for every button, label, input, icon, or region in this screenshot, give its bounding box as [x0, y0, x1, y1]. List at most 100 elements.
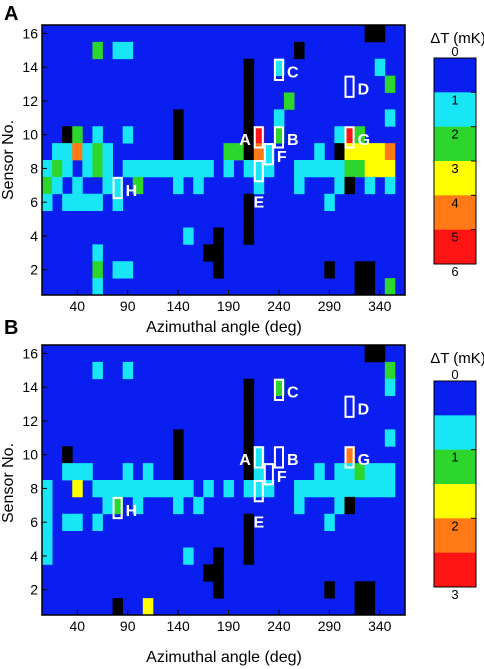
heatmap-cell	[112, 480, 124, 498]
heatmap-cell	[253, 480, 265, 498]
heatmap-cell	[354, 160, 366, 178]
heatmap-cell	[203, 564, 214, 582]
marker-label-g: G	[358, 452, 370, 469]
heatmap-cell	[223, 480, 234, 498]
heatmap-cell	[243, 429, 255, 447]
marker-box-a	[253, 446, 264, 469]
x-tick-label: 140	[166, 618, 190, 634]
colorbar-band	[434, 195, 476, 230]
x-tick-label: 290	[318, 298, 342, 314]
colorbar-band	[434, 552, 476, 588]
colorbar-tick-label: 0	[451, 367, 458, 382]
heatmap-cell	[92, 41, 103, 60]
heatmap-cell	[42, 496, 53, 515]
marker-label-d: D	[358, 82, 370, 99]
x-tick-label: 140	[166, 298, 190, 314]
marker-box-e	[253, 480, 264, 503]
marker-box-f	[263, 143, 274, 166]
heatmap-cell	[142, 463, 154, 481]
heatmap-cell	[304, 160, 315, 178]
heatmap-cell	[62, 446, 73, 464]
panel-b-letter: B	[4, 317, 18, 339]
x-tick-label: 340	[368, 298, 392, 314]
marker-label-b: B	[287, 132, 299, 149]
heatmap-cell	[213, 547, 224, 565]
heatmap-cell	[253, 446, 265, 464]
panel-a-markers: A B C D E F G H	[112, 58, 370, 211]
heatmap-cell	[193, 160, 204, 178]
heatmap-cell	[344, 160, 355, 178]
heatmap-cell	[354, 261, 366, 279]
heatmap-cell	[173, 109, 184, 127]
heatmap-cell	[42, 480, 53, 498]
heatmap-cell	[92, 126, 103, 144]
y-tick-label: 2	[30, 262, 38, 278]
heatmap-cell	[314, 160, 325, 178]
heatmap-cell	[203, 160, 214, 178]
marker-label-a: A	[239, 132, 251, 149]
heatmap-cell	[243, 446, 255, 464]
x-tick-label: 290	[318, 618, 342, 634]
heatmap-cell	[102, 160, 113, 178]
heatmap-cell	[294, 176, 305, 195]
heatmap-cell	[82, 160, 93, 178]
heatmap-cell	[173, 480, 184, 498]
heatmap-cell	[374, 143, 386, 161]
y-tick-label: 6	[30, 194, 38, 210]
marker-label-e: E	[253, 514, 264, 531]
heatmap-cell	[273, 126, 285, 144]
heatmap-cell	[213, 227, 224, 245]
y-tick-label: 10	[22, 127, 38, 143]
panel-a-colorbar: 0 1 2 3 4 5 6	[433, 44, 477, 279]
heatmap-cell	[122, 126, 134, 144]
heatmap-cell	[354, 463, 366, 481]
panel-b-x-ticks: 40 90 140 190 240 290 340	[70, 610, 392, 634]
heatmap-cell	[374, 160, 386, 178]
heatmap-cell	[314, 463, 325, 481]
panel-a-colorbar-title: ΔT (mK)	[430, 30, 484, 47]
y-tick-label: 8	[30, 480, 38, 496]
heatmap-cell	[243, 412, 255, 430]
heatmap-cell	[253, 176, 265, 195]
panel-a-y-axis-label: Sensor No.	[0, 120, 17, 200]
heatmap-cell	[243, 378, 255, 397]
heatmap-cell	[304, 480, 315, 498]
y-tick-label: 12	[22, 413, 38, 429]
heatmap-cell	[273, 58, 285, 77]
heatmap-cell	[364, 480, 376, 498]
heatmap-cell	[253, 143, 265, 161]
heatmap-cell	[72, 176, 83, 195]
heatmap-cell	[384, 109, 396, 127]
marker-label-e: E	[253, 194, 264, 211]
heatmap-cell	[324, 581, 335, 599]
marker-box-d	[344, 75, 355, 98]
heatmap-cell	[374, 463, 386, 481]
heatmap-cell	[52, 160, 63, 178]
heatmap-cell	[384, 160, 396, 178]
heatmap-cell	[384, 429, 396, 447]
heatmap-cell	[183, 160, 194, 178]
heatmap-cell	[344, 143, 355, 161]
marker-box-f	[263, 463, 274, 486]
heatmap-cell	[364, 278, 376, 296]
heatmap-cell	[384, 278, 396, 296]
heatmap-cell	[72, 480, 83, 498]
heatmap-cell	[92, 193, 103, 212]
marker-label-b: B	[287, 452, 299, 469]
heatmap-cell	[132, 496, 144, 515]
marker-label-d: D	[358, 402, 370, 419]
heatmap-cell	[173, 126, 184, 144]
heatmap-cell	[243, 160, 255, 178]
heatmap-cell	[243, 75, 255, 93]
marker-label-f: F	[277, 149, 287, 166]
x-tick-label: 340	[368, 618, 392, 634]
heatmap-cell	[102, 496, 113, 515]
y-tick-label: 4	[30, 228, 38, 244]
heatmap-cell	[142, 480, 154, 498]
x-tick-label: 190	[217, 618, 241, 634]
heatmap-cell	[152, 160, 164, 178]
panel-b-colorbar-title: ΔT (mK)	[430, 350, 484, 367]
heatmap-cell	[112, 41, 124, 60]
heatmap-cell	[364, 160, 376, 178]
